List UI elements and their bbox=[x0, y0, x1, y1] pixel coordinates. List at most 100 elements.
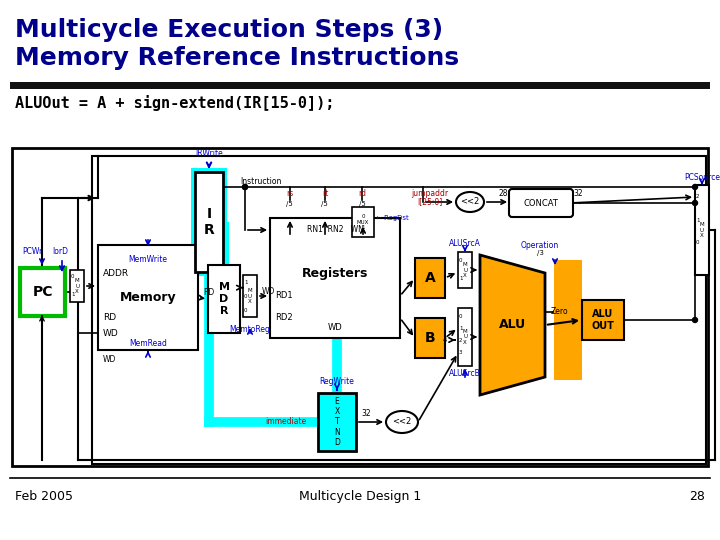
Text: 0: 0 bbox=[696, 240, 700, 246]
Bar bbox=[695, 185, 709, 275]
Text: M
U
X: M U X bbox=[700, 222, 704, 238]
Text: /5: /5 bbox=[359, 201, 365, 207]
Text: <<2: <<2 bbox=[460, 198, 480, 206]
Text: <<2: <<2 bbox=[392, 417, 412, 427]
Bar bbox=[221, 222, 229, 302]
Text: MemRead: MemRead bbox=[129, 339, 167, 348]
Text: 1: 1 bbox=[696, 218, 700, 222]
Text: Memory Reference Instructions: Memory Reference Instructions bbox=[15, 46, 459, 70]
Text: MemtoReg: MemtoReg bbox=[230, 326, 271, 334]
Text: WD: WD bbox=[328, 323, 343, 333]
Ellipse shape bbox=[456, 192, 484, 212]
Text: 0: 0 bbox=[244, 294, 248, 300]
Text: M
U
X: M U X bbox=[75, 278, 79, 294]
Bar bbox=[415, 318, 445, 358]
Bar bbox=[70, 270, 84, 302]
Bar bbox=[458, 252, 472, 288]
Text: A: A bbox=[425, 271, 436, 285]
Text: RN1  RN2   WN: RN1 RN2 WN bbox=[307, 226, 364, 234]
Text: 0: 0 bbox=[244, 308, 248, 314]
Ellipse shape bbox=[386, 411, 418, 433]
Bar bbox=[554, 260, 582, 380]
Bar bbox=[582, 300, 624, 340]
Bar bbox=[195, 172, 223, 272]
Text: /5: /5 bbox=[320, 201, 328, 207]
Bar bbox=[92, 156, 706, 464]
Text: rt: rt bbox=[322, 190, 328, 199]
Text: 0: 0 bbox=[71, 273, 74, 279]
Text: ← RegDst: ← RegDst bbox=[376, 215, 409, 221]
Text: RD1: RD1 bbox=[275, 292, 292, 300]
Text: Registers: Registers bbox=[302, 267, 368, 280]
Text: I[25:0]: I[25:0] bbox=[418, 198, 443, 206]
Text: 4: 4 bbox=[443, 337, 447, 343]
Text: 1: 1 bbox=[459, 275, 462, 280]
Text: RD: RD bbox=[203, 288, 215, 297]
Text: Instruction: Instruction bbox=[240, 178, 282, 186]
Text: M
U
X: M U X bbox=[463, 262, 467, 278]
Text: E
X
T
N
D: E X T N D bbox=[334, 397, 340, 447]
Bar bbox=[270, 218, 400, 338]
FancyBboxPatch shape bbox=[509, 189, 573, 217]
Text: ADDR: ADDR bbox=[103, 268, 129, 278]
Text: ALUSrcB: ALUSrcB bbox=[449, 369, 481, 379]
Polygon shape bbox=[480, 255, 545, 395]
Text: Multicycle Execution Steps (3): Multicycle Execution Steps (3) bbox=[15, 18, 443, 42]
Text: immediate: immediate bbox=[265, 417, 306, 427]
Circle shape bbox=[693, 185, 698, 190]
Text: Operation: Operation bbox=[521, 240, 559, 249]
Bar bbox=[458, 308, 472, 366]
Text: 28: 28 bbox=[689, 490, 705, 503]
Text: 1: 1 bbox=[244, 280, 248, 286]
Circle shape bbox=[693, 200, 698, 206]
Text: 3: 3 bbox=[459, 350, 462, 355]
Bar bbox=[208, 265, 240, 333]
Text: ALU
OUT: ALU OUT bbox=[592, 309, 614, 331]
Text: RD2: RD2 bbox=[275, 314, 292, 322]
Bar bbox=[415, 258, 445, 298]
Text: IorD: IorD bbox=[52, 247, 68, 256]
Bar bbox=[191, 168, 227, 276]
Text: 32: 32 bbox=[573, 190, 582, 199]
Text: MemWrite: MemWrite bbox=[128, 255, 168, 265]
Text: WD: WD bbox=[262, 287, 275, 295]
Text: B: B bbox=[425, 331, 436, 345]
Text: 28: 28 bbox=[498, 190, 508, 199]
Text: RD: RD bbox=[103, 313, 116, 321]
Text: I
R: I R bbox=[204, 207, 215, 237]
Bar bbox=[20, 268, 65, 316]
Text: 1: 1 bbox=[459, 326, 462, 330]
Text: 2: 2 bbox=[459, 338, 462, 342]
Bar bbox=[318, 393, 356, 451]
Text: Zero: Zero bbox=[551, 307, 569, 316]
Text: 0
MUX
1: 0 MUX 1 bbox=[357, 214, 369, 230]
Text: 0: 0 bbox=[459, 314, 462, 319]
Text: CONCAT: CONCAT bbox=[523, 199, 559, 207]
Text: 1: 1 bbox=[71, 293, 74, 298]
Text: rd: rd bbox=[358, 190, 366, 199]
Text: M
U
X: M U X bbox=[248, 288, 252, 305]
Text: 32: 32 bbox=[361, 408, 371, 417]
Text: /3: /3 bbox=[536, 250, 544, 256]
Circle shape bbox=[243, 185, 248, 190]
Text: ALUOut = A + sign-extend(IR[15-0]);: ALUOut = A + sign-extend(IR[15-0]); bbox=[15, 95, 334, 111]
Text: ALUSrcA: ALUSrcA bbox=[449, 240, 481, 248]
Text: /5: /5 bbox=[286, 201, 292, 207]
Bar bbox=[10, 82, 710, 89]
Text: 2: 2 bbox=[696, 194, 700, 199]
Text: PCSource: PCSource bbox=[684, 172, 720, 181]
Bar bbox=[352, 207, 374, 237]
Bar bbox=[243, 275, 257, 317]
Text: PC: PC bbox=[32, 285, 53, 299]
Text: WD: WD bbox=[103, 355, 117, 364]
Circle shape bbox=[693, 318, 698, 322]
Text: Memory: Memory bbox=[120, 291, 176, 303]
Circle shape bbox=[243, 185, 248, 190]
Text: RegWrite: RegWrite bbox=[320, 376, 354, 386]
Text: PCWr: PCWr bbox=[22, 247, 42, 256]
Bar bbox=[98, 245, 198, 350]
Text: Multicycle Design 1: Multicycle Design 1 bbox=[299, 490, 421, 503]
Text: Feb 2005: Feb 2005 bbox=[15, 490, 73, 503]
Bar bbox=[12, 148, 708, 466]
Text: WD: WD bbox=[103, 328, 119, 338]
